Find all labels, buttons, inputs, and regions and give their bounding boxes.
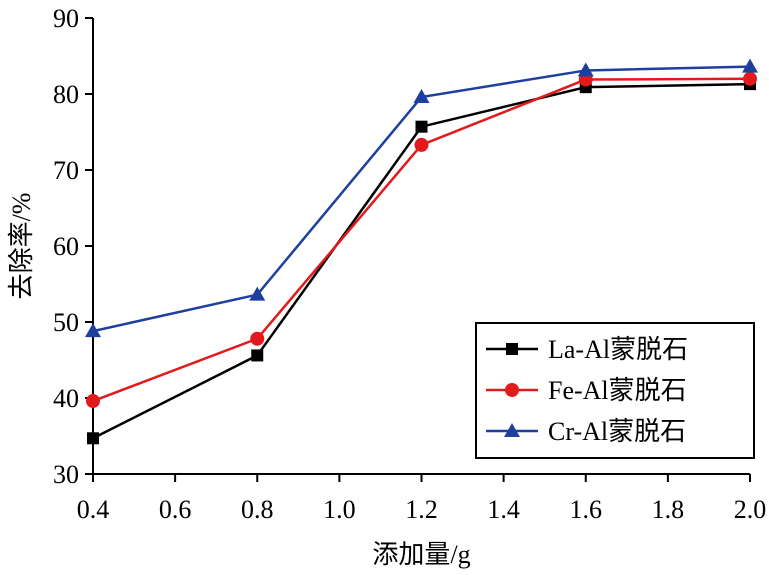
legend-label: Cr-Al蒙脱石 (548, 417, 686, 446)
data-point-square (87, 432, 99, 445)
legend-label: Fe-Al蒙脱石 (548, 376, 687, 405)
y-tick-label: 60 (53, 232, 79, 261)
legend-marker (506, 343, 518, 355)
legend: La-Al蒙脱石 Fe-Al蒙脱石 Cr-Al蒙脱石 (475, 322, 755, 459)
data-point-circle (414, 137, 429, 152)
legend-marker (505, 383, 519, 397)
series-triangle (85, 58, 758, 338)
data-point-circle (250, 331, 265, 346)
x-tick-label: 1.0 (323, 495, 356, 524)
x-tick-label: 2.0 (734, 495, 767, 524)
data-point-square (251, 349, 264, 362)
x-tick-label: 1.2 (405, 495, 438, 524)
x-tick-label: 0.4 (77, 495, 110, 524)
x-axis-ticks: 0.4 0.6 0.8 1.0 1.2 1.4 1.6 1.8 2.0 (77, 474, 767, 524)
series-line (92, 65, 751, 333)
data-point-triangle (249, 286, 266, 301)
series-layer (85, 58, 758, 445)
y-axis-ticks: 30 40 50 60 70 80 90 (53, 4, 93, 489)
y-tick-label: 50 (53, 308, 79, 337)
x-tick-label: 1.6 (570, 495, 603, 524)
legend-item: La-Al蒙脱石 (486, 335, 688, 364)
data-point-triangle (413, 89, 430, 104)
y-tick-label: 70 (53, 156, 79, 185)
data-point-circle (86, 394, 100, 409)
y-axis-title: 去除率/% (7, 193, 36, 300)
data-point-triangle (742, 58, 758, 73)
data-point-triangle (577, 62, 594, 77)
x-tick-label: 1.8 (652, 495, 685, 524)
x-tick-label: 0.8 (241, 495, 274, 524)
legend-marker (504, 423, 520, 437)
x-tick-label: 0.6 (159, 495, 192, 524)
y-tick-label: 90 (53, 4, 79, 33)
x-axis-title: 添加量/g (372, 540, 470, 569)
y-tick-label: 80 (53, 80, 79, 109)
data-point-triangle (85, 323, 101, 338)
legend-label: La-Al蒙脱石 (548, 335, 688, 364)
x-tick-label: 1.4 (487, 495, 520, 524)
data-point-square (415, 120, 428, 133)
legend-item: Fe-Al蒙脱石 (486, 376, 687, 405)
data-point-circle (743, 71, 757, 86)
y-tick-label: 30 (53, 460, 79, 489)
y-tick-label: 40 (53, 384, 79, 413)
legend-item: Cr-Al蒙脱石 (486, 417, 686, 446)
